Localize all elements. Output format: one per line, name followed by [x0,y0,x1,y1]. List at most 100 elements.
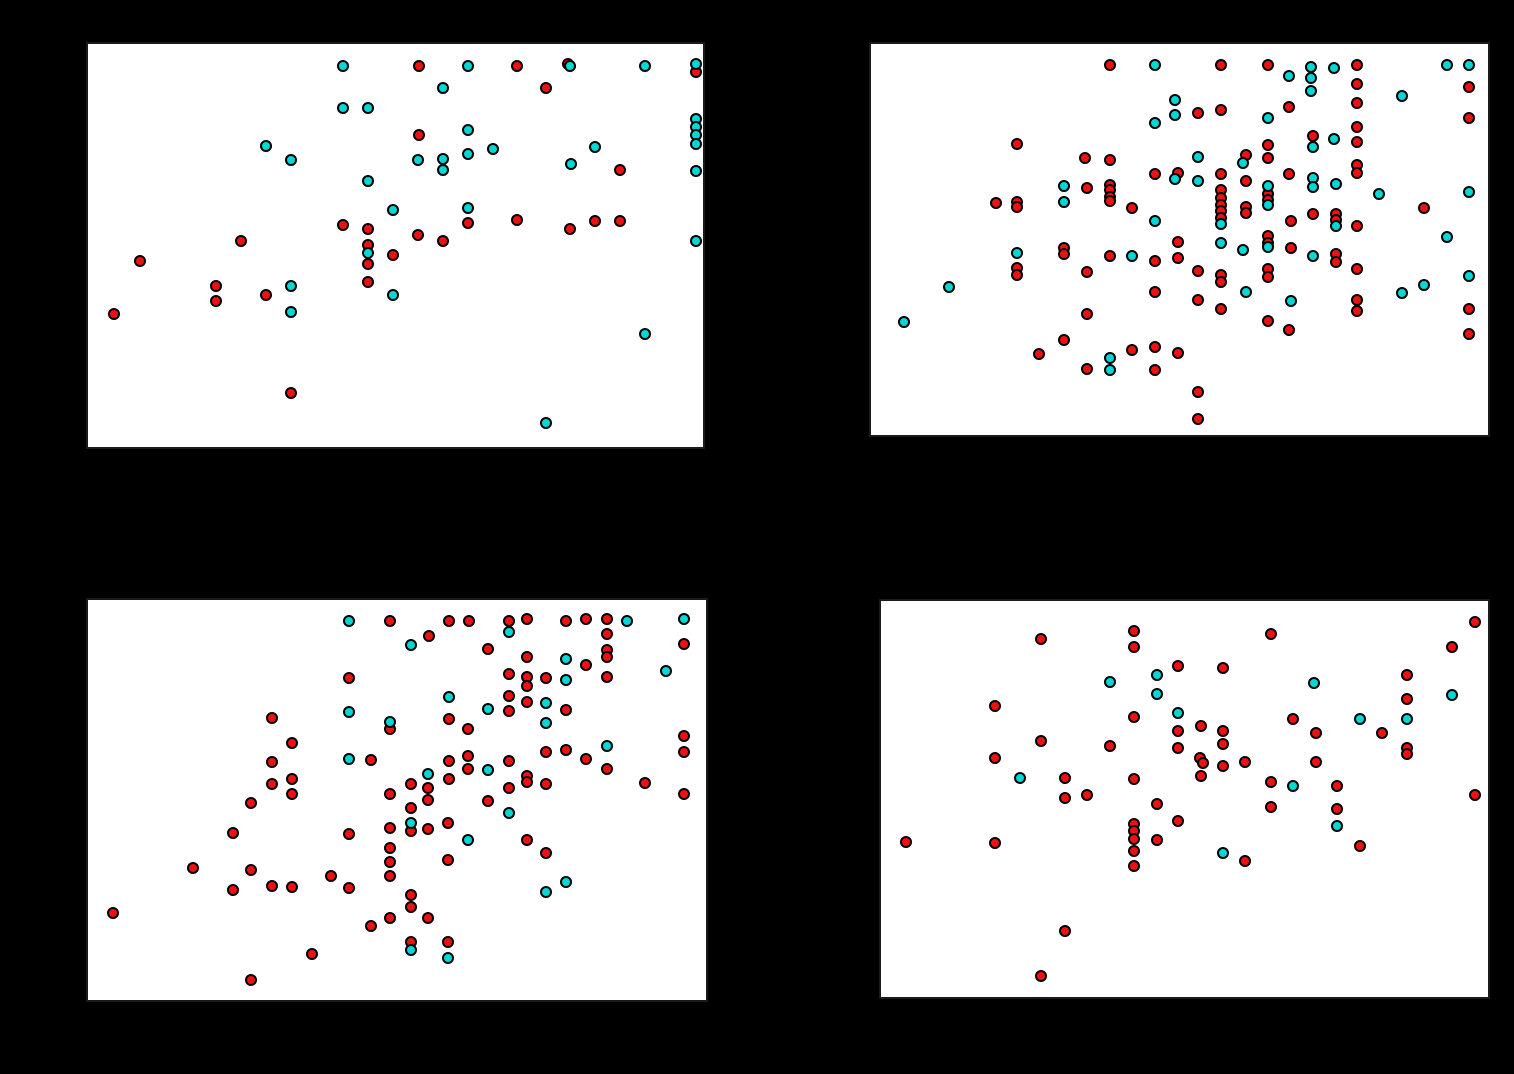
y-axis-tick [81,429,86,432]
data-point-red [1463,111,1476,124]
x-axis-tick [1296,999,1299,1004]
data-point-red [600,670,613,683]
data-point-cyan [462,202,475,215]
data-point-cyan [1192,150,1204,163]
data-point-red [1400,693,1413,706]
data-point-cyan [284,306,297,319]
x-axis-tick [276,449,279,454]
data-point-red [1171,235,1184,248]
data-point-red [1148,255,1161,268]
x-axis-tick [1060,437,1063,442]
data-point-cyan [1169,173,1182,186]
data-point-cyan [639,59,652,72]
data-point-red [404,777,417,790]
x-axis-tick [1448,437,1451,442]
data-point-red [1261,270,1274,283]
data-point-red [1400,748,1413,761]
data-point-red [442,755,455,768]
data-point-red [600,612,613,625]
y-axis-tick [81,110,86,113]
data-point-cyan [1463,58,1476,71]
y-axis-tick [874,710,879,713]
data-point-red [1350,166,1363,179]
data-point-red [1151,833,1164,846]
data-point-red [285,788,298,801]
data-point-red [482,795,495,808]
data-point-red [988,700,1001,713]
data-point-cyan [343,705,356,718]
x-axis-tick [198,449,201,454]
data-point-cyan [1169,94,1182,107]
y-axis-tick [874,889,879,892]
data-point-red [1128,625,1141,638]
data-point-red [1264,800,1277,813]
data-point-red [462,763,475,776]
data-point-cyan [1440,231,1453,244]
data-point-cyan [1014,772,1026,784]
data-point-red [988,837,1001,850]
data-point-red [441,817,454,830]
data-point-red [462,615,475,628]
data-point-red [421,794,434,806]
y-axis-tick [864,428,869,431]
data-point-red [1103,58,1116,71]
data-point-red [384,912,397,924]
data-point-cyan [442,690,455,703]
data-point-red [1035,633,1048,646]
data-point-red [411,229,424,242]
data-point-red [521,612,534,625]
data-point-red [361,222,374,235]
y-axis-tick [81,337,86,340]
x-axis-tick [199,1002,202,1007]
data-point-red [442,615,455,628]
data-point-red [502,782,515,794]
data-point-red [387,248,400,261]
data-point-red [1125,343,1138,356]
data-point-cyan [1237,156,1250,169]
data-point-red [1058,333,1071,346]
data-point-red [580,612,593,625]
data-point-cyan [1151,688,1164,701]
data-point-red [1350,219,1363,232]
x-axis-tick [121,1002,124,1007]
data-point-cyan [1304,71,1317,84]
data-point-cyan [1327,62,1340,75]
data-point-red [678,746,691,759]
data-point-red [521,695,534,708]
data-point-red [1239,174,1252,187]
data-point-red [1172,741,1185,754]
data-point-red [421,782,434,794]
data-point-red [560,615,573,628]
y-axis-tick [81,937,86,939]
data-point-red [588,214,601,227]
data-point-cyan [404,944,417,957]
data-point-cyan [284,280,297,293]
data-point-red [600,628,613,641]
data-point-red [1329,255,1342,268]
data-point-cyan [600,740,613,753]
data-point-red [1350,263,1363,276]
data-point-red [285,737,298,750]
data-point-red [1214,276,1227,289]
data-point-red [441,854,454,866]
x-axis-tick [1143,999,1146,1004]
data-point-red [539,777,552,790]
data-point-red [1217,737,1230,750]
y-axis-tick [874,666,879,669]
y-axis-tick [874,800,879,803]
y-axis-tick [81,383,86,386]
y-axis-tick [864,200,869,203]
data-point-cyan [462,148,475,161]
data-point-red [1350,136,1363,149]
data-point-cyan [1330,819,1343,832]
data-point-cyan [620,615,633,628]
data-point-cyan [1353,713,1366,725]
data-point-cyan [1172,707,1185,720]
data-point-red [1011,268,1024,281]
data-point-cyan [1395,287,1408,300]
y-axis-tick [874,621,879,624]
data-point-red [1239,756,1252,769]
data-point-cyan [659,664,672,677]
data-point-red [234,235,247,248]
